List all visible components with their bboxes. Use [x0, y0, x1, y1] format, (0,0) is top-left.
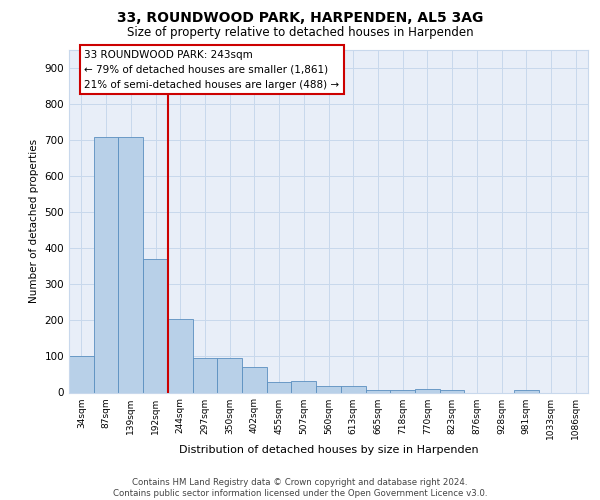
Bar	[242, 368, 267, 392]
Bar	[69, 356, 94, 393]
Bar	[217, 358, 242, 392]
Bar	[193, 358, 217, 392]
Text: 33, ROUNDWOOD PARK, HARPENDEN, AL5 3AG: 33, ROUNDWOOD PARK, HARPENDEN, AL5 3AG	[117, 11, 483, 25]
Y-axis label: Number of detached properties: Number of detached properties	[29, 139, 39, 304]
Bar	[415, 389, 440, 392]
Bar	[390, 390, 415, 392]
X-axis label: Distribution of detached houses by size in Harpenden: Distribution of detached houses by size …	[179, 445, 478, 455]
Bar	[292, 380, 316, 392]
Text: 33 ROUNDWOOD PARK: 243sqm
← 79% of detached houses are smaller (1,861)
21% of se: 33 ROUNDWOOD PARK: 243sqm ← 79% of detac…	[85, 50, 340, 90]
Bar	[365, 390, 390, 392]
Bar	[94, 136, 118, 392]
Bar	[168, 318, 193, 392]
Text: Size of property relative to detached houses in Harpenden: Size of property relative to detached ho…	[127, 26, 473, 39]
Bar	[267, 382, 292, 392]
Bar	[440, 390, 464, 392]
Bar	[143, 259, 168, 392]
Text: Contains HM Land Registry data © Crown copyright and database right 2024.
Contai: Contains HM Land Registry data © Crown c…	[113, 478, 487, 498]
Bar	[316, 386, 341, 392]
Bar	[118, 136, 143, 392]
Bar	[514, 390, 539, 392]
Bar	[341, 386, 365, 392]
